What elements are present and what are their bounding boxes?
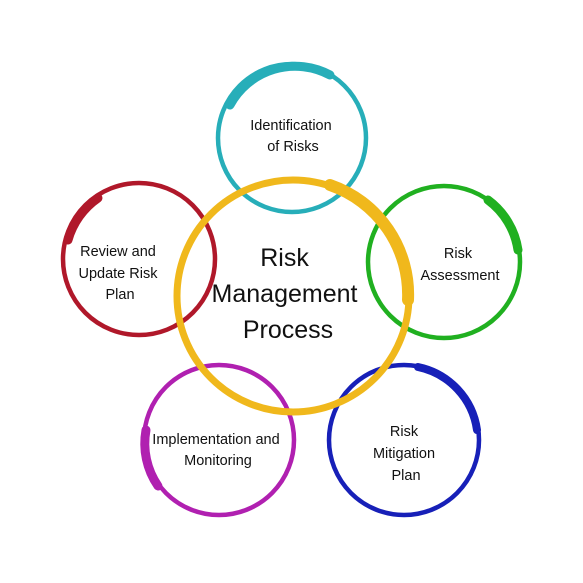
center-title: Risk Management Process — [212, 244, 365, 344]
label-line: Mitigation — [373, 446, 435, 462]
label-line: Monitoring — [184, 453, 252, 469]
label-line: Risk — [444, 246, 473, 262]
center-title-line: Process — [243, 316, 333, 344]
accent-identification — [225, 61, 335, 110]
node-labels: Identification of Risks Risk Assessment … — [78, 118, 499, 484]
label-line: Implementation and — [152, 432, 279, 448]
center-title-line: Management — [212, 280, 358, 308]
label-line: Review and — [80, 244, 156, 260]
label-line: Identification — [250, 118, 331, 134]
accent-mitigation — [414, 363, 481, 434]
ring-review — [60, 180, 218, 338]
label-review: Review and Update Risk Plan — [78, 244, 161, 303]
label-line: Update Risk — [78, 266, 158, 282]
accent-review — [63, 193, 103, 245]
label-line: Plan — [391, 468, 420, 484]
label-mitigation: Risk Mitigation Plan — [373, 424, 439, 484]
accent-assessment — [483, 195, 523, 255]
center-ring-group — [173, 176, 415, 416]
ring-assessment — [365, 183, 523, 341]
label-implementation: Implementation and Monitoring — [152, 432, 283, 469]
center-ring-accent — [324, 179, 415, 306]
label-line: Assessment — [421, 268, 500, 284]
node-ring-accents — [63, 61, 523, 491]
ring-mitigation — [326, 362, 482, 518]
label-line: Risk — [390, 424, 419, 440]
label-line: of Risks — [267, 139, 319, 155]
label-assessment: Risk Assessment — [421, 246, 500, 284]
label-line: Plan — [105, 287, 134, 303]
accent-implementation — [140, 425, 163, 491]
center-title-line: Risk — [260, 244, 309, 272]
label-identification: Identification of Risks — [250, 118, 335, 155]
